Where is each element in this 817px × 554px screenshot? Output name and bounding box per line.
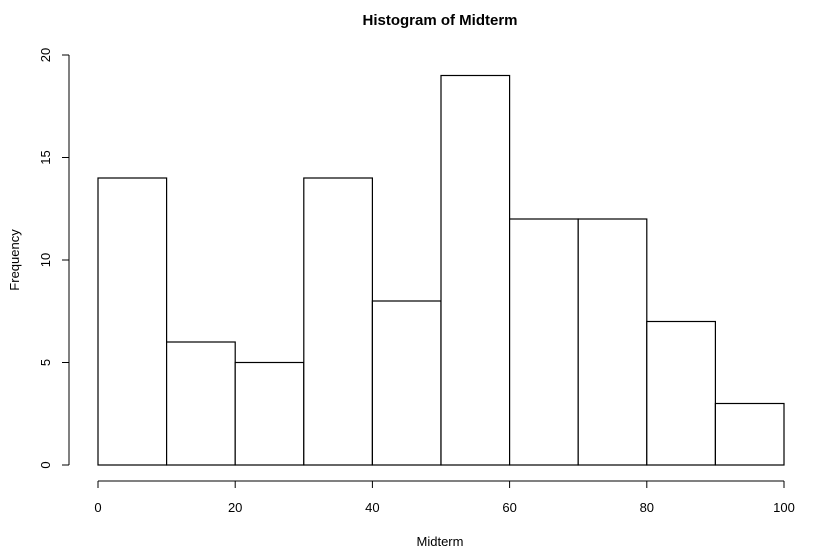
chart-title: Histogram of Midterm [362, 12, 517, 29]
x-tick-label: 0 [94, 500, 101, 515]
histogram-bar-30-40 [303, 177, 373, 466]
histogram-bar-50-60 [440, 74, 511, 466]
histogram-bar-0-10 [97, 177, 168, 466]
histogram-bar-80-90 [646, 320, 716, 466]
histogram-bar-40-50 [371, 300, 442, 466]
x-tick-label: 60 [502, 500, 516, 515]
y-tick-label: 10 [38, 253, 53, 267]
y-axis: 0 5 10 15 20 [38, 48, 70, 469]
x-tick-label: 20 [228, 500, 242, 515]
histogram-bar-10-20 [166, 341, 236, 466]
x-axis-label: Midterm [417, 534, 464, 549]
x-axis: 0 20 40 60 80 100 [94, 480, 795, 515]
y-tick-label: 20 [38, 48, 53, 62]
y-tick-label: 15 [38, 150, 53, 164]
y-tick-label: 5 [38, 359, 53, 366]
histogram-bars [97, 74, 785, 466]
y-axis-label: Frequency [7, 229, 22, 291]
x-tick-label: 40 [365, 500, 379, 515]
histogram-bar-60-70 [509, 218, 579, 466]
x-tick-label: 80 [640, 500, 654, 515]
histogram-bar-70-80 [577, 218, 648, 466]
y-tick-label: 0 [38, 461, 53, 468]
histogram-bar-90-100 [714, 402, 785, 466]
histogram-bar-20-30 [234, 361, 305, 466]
x-tick-label: 100 [773, 500, 795, 515]
